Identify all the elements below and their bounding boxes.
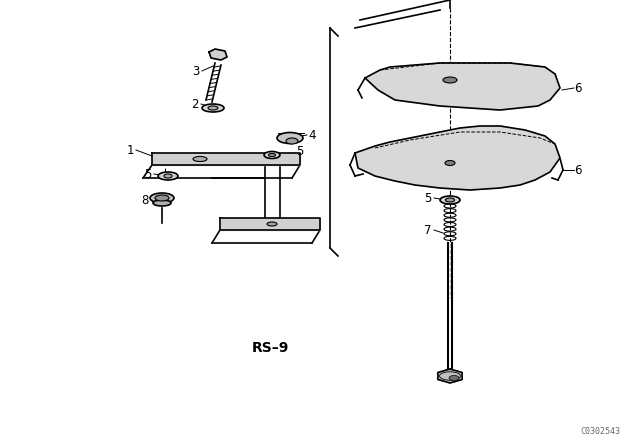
Ellipse shape [264, 151, 280, 159]
Ellipse shape [155, 195, 169, 201]
Text: 2: 2 [191, 98, 199, 111]
Ellipse shape [150, 193, 174, 203]
Ellipse shape [445, 160, 455, 165]
Polygon shape [438, 369, 462, 383]
Ellipse shape [153, 200, 171, 206]
Text: 5: 5 [296, 145, 304, 158]
Ellipse shape [269, 154, 275, 156]
Polygon shape [365, 63, 560, 110]
Ellipse shape [286, 138, 298, 144]
Ellipse shape [164, 174, 172, 178]
Polygon shape [220, 218, 320, 230]
Ellipse shape [193, 156, 207, 161]
Ellipse shape [202, 104, 224, 112]
Text: C0302543: C0302543 [580, 427, 620, 436]
Text: RS–9: RS–9 [252, 341, 289, 355]
Ellipse shape [445, 198, 454, 202]
Text: 7: 7 [424, 224, 432, 237]
Text: 6: 6 [574, 164, 582, 177]
Ellipse shape [449, 375, 459, 380]
Text: 6: 6 [574, 82, 582, 95]
Text: 3: 3 [192, 65, 200, 78]
Ellipse shape [440, 196, 460, 204]
Text: 5: 5 [144, 168, 152, 181]
Text: 8: 8 [141, 194, 148, 207]
Ellipse shape [443, 77, 457, 83]
Text: 4: 4 [308, 129, 316, 142]
Ellipse shape [208, 106, 218, 110]
Ellipse shape [277, 133, 303, 143]
Text: 5: 5 [424, 191, 432, 204]
Polygon shape [209, 49, 227, 60]
Ellipse shape [267, 222, 277, 226]
Polygon shape [152, 153, 300, 165]
Text: 1: 1 [126, 143, 134, 156]
Polygon shape [355, 126, 560, 190]
Ellipse shape [158, 172, 178, 180]
